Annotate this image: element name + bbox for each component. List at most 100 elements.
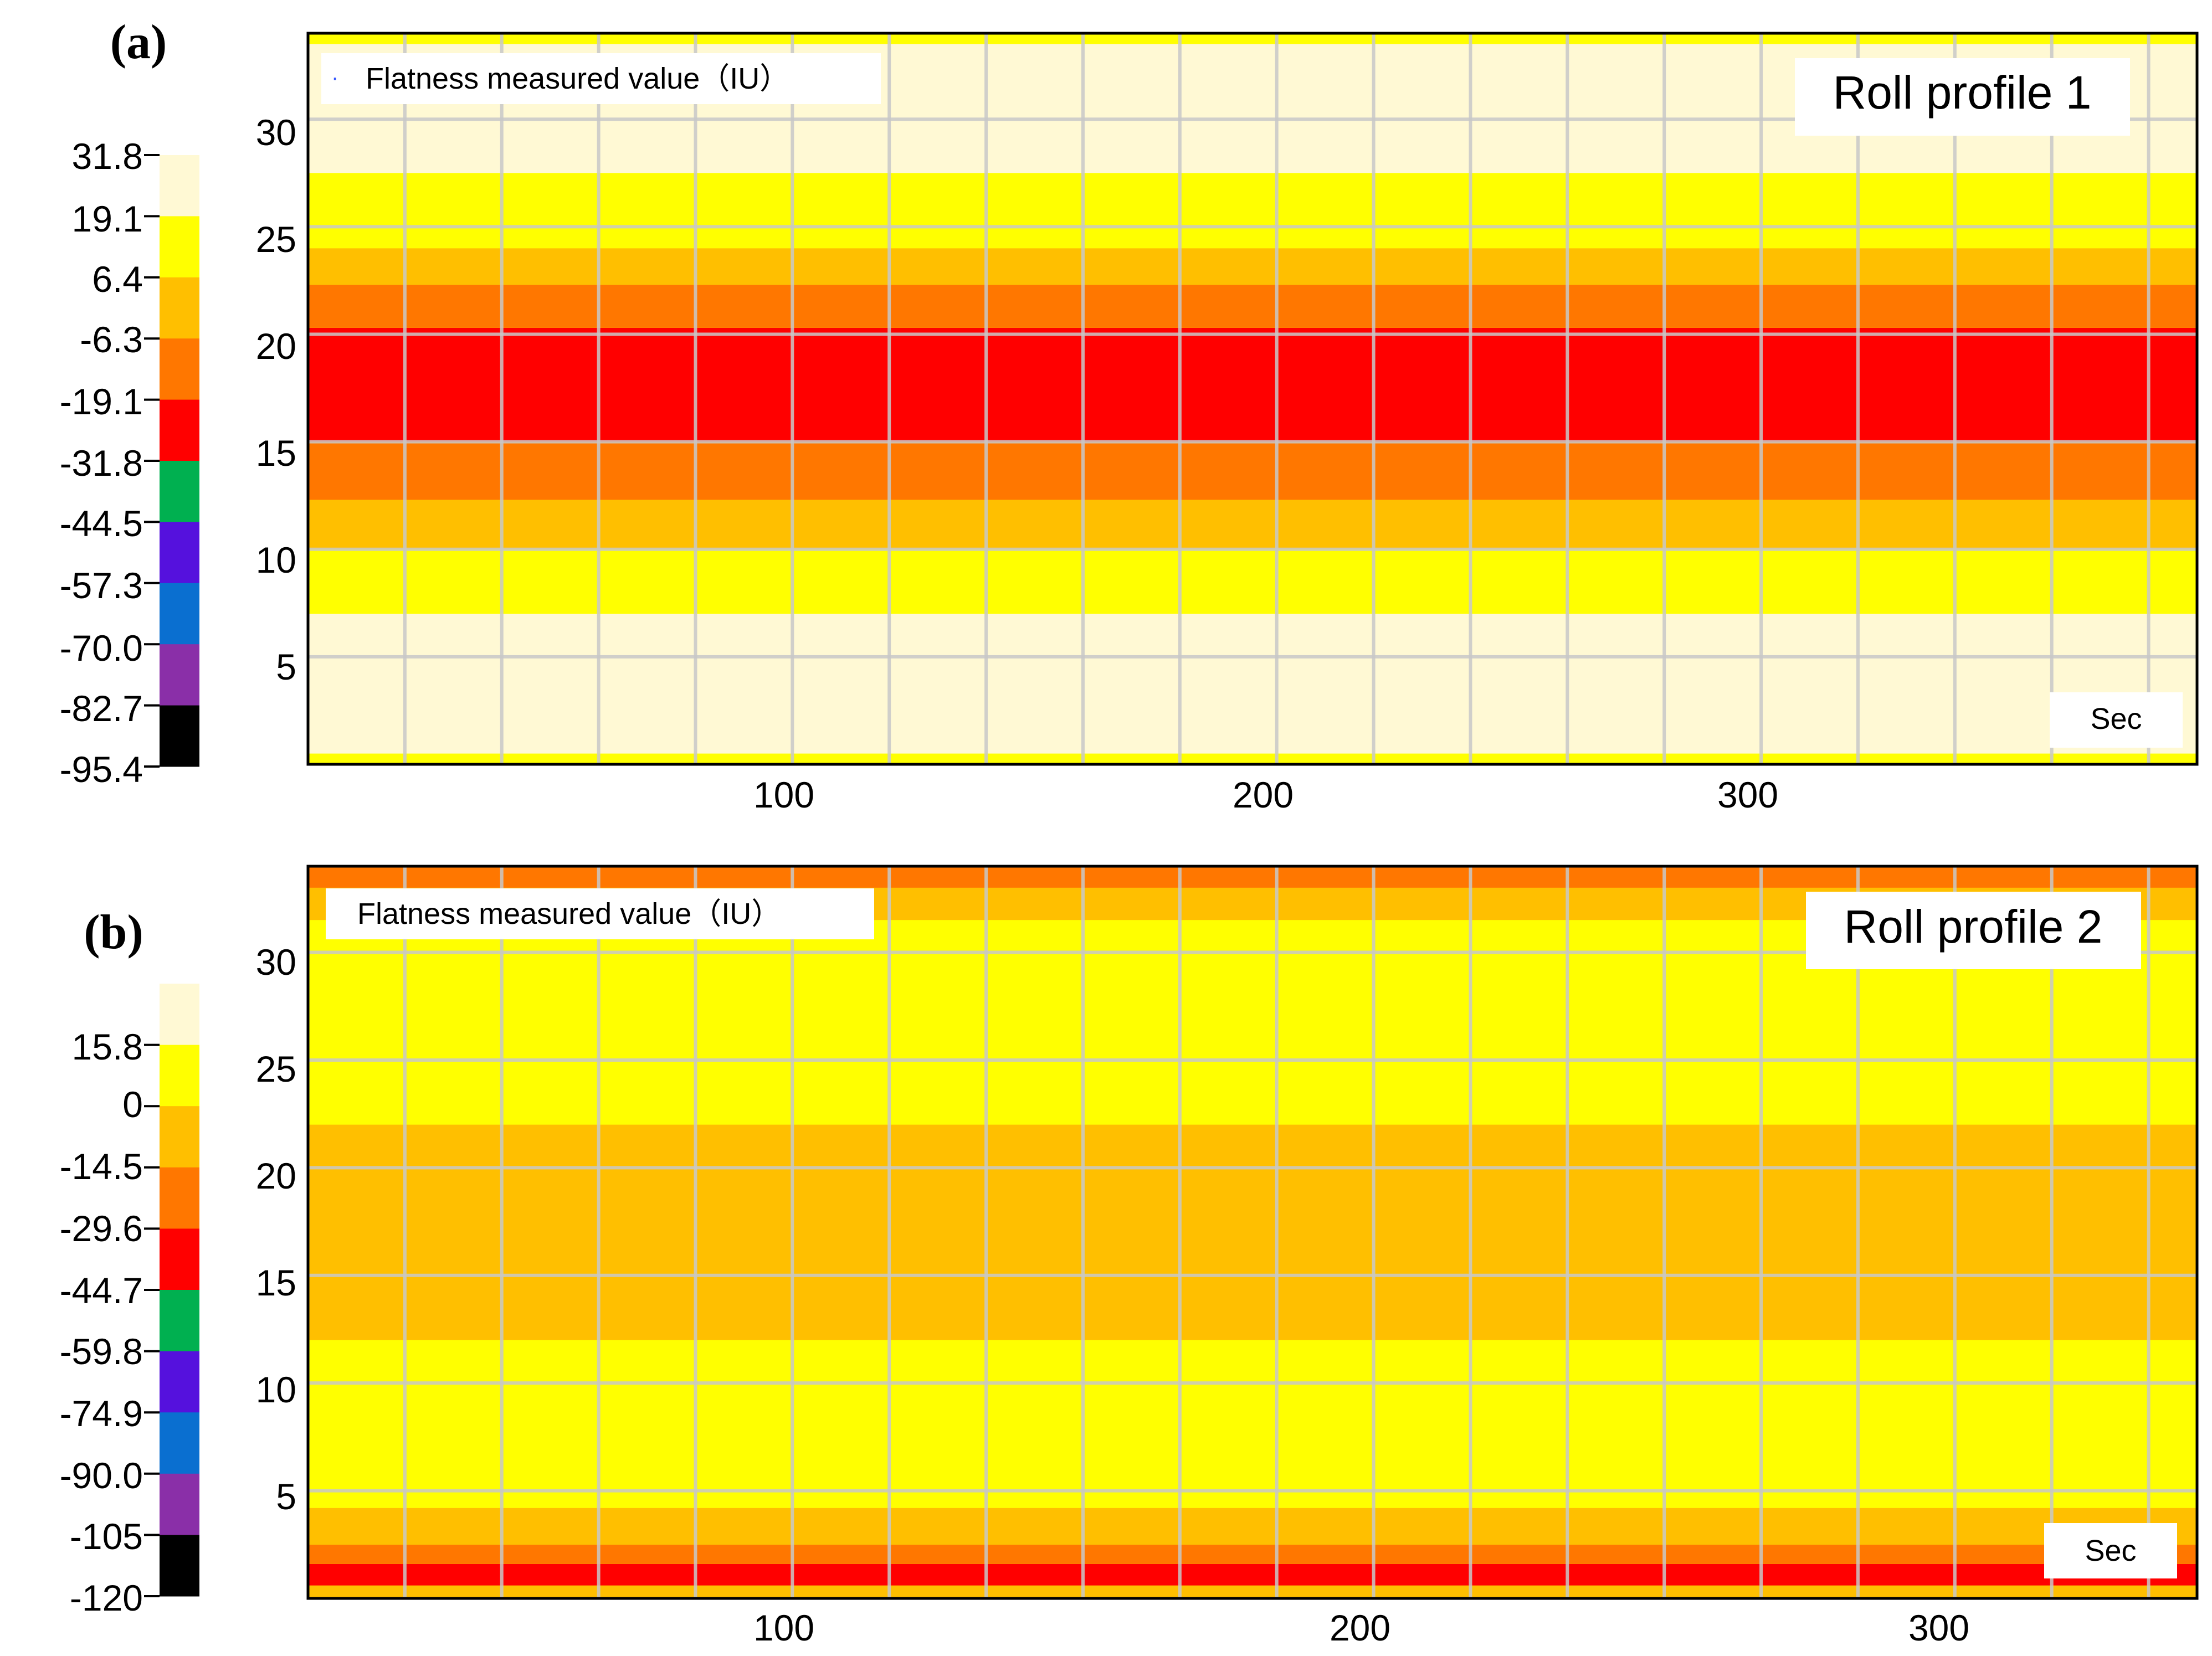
colorbar-cell (160, 338, 199, 400)
y-tick-label: 20 (256, 1155, 296, 1196)
colorbar-cell (160, 522, 199, 584)
x-unit-box (2050, 692, 2183, 748)
colorbar-label: -120 (70, 1577, 143, 1618)
colorbar-cell (160, 1045, 199, 1107)
colorbar-cell (160, 155, 199, 217)
colorbar-cell (160, 277, 199, 339)
colorbar-cell (160, 1535, 199, 1597)
chart-title: Roll profile 1 (1833, 66, 2092, 119)
colorbar-label: 15.8 (72, 1026, 143, 1067)
colorbar-cell (160, 644, 199, 706)
colorbar-label: -29.6 (60, 1208, 143, 1249)
colorbar-label: -44.5 (60, 503, 143, 544)
colorbar-label: -95.4 (60, 749, 143, 790)
heatmap-band (308, 866, 2197, 888)
heatmap-band (308, 614, 2197, 754)
heatmap-band (308, 549, 2197, 614)
plot-area-b: Flatness measured value（IU） Roll profile… (306, 865, 2199, 1600)
legend-box (326, 888, 874, 939)
title-box (1806, 892, 2141, 969)
colorbar-cell (160, 583, 199, 645)
title-box (1795, 58, 2130, 136)
heatmap-band (308, 1508, 2197, 1545)
x-tick-label: 300 (1717, 774, 1778, 815)
heatmap-band (308, 248, 2197, 285)
colorbar-label: -14.5 (60, 1146, 143, 1187)
colorbar-cell (160, 1228, 199, 1290)
heatmap-band (308, 1585, 2197, 1598)
heatmap-band (308, 1544, 2197, 1564)
y-axis-a: 30 25 20 15 10 5 (256, 112, 296, 687)
y-tick-label: 10 (256, 539, 296, 580)
colorbar-label: 19.1 (72, 198, 143, 239)
colorbar-cell (160, 984, 199, 1046)
heatmap-band (308, 753, 2197, 764)
plot-frame (306, 32, 2199, 766)
heatmap-band (308, 441, 2197, 500)
x-unit-box (2044, 1523, 2177, 1578)
colorbar-label: -105 (70, 1516, 143, 1557)
colorbar-cell (160, 1167, 199, 1229)
heatmap-band (308, 285, 2197, 328)
heatmap-band (308, 173, 2197, 249)
x-tick-label: 300 (1908, 1607, 1969, 1648)
colorbar-b: 15.8 0 -14.5 -29.6 -44.7 -59.8 -74.9 -90… (60, 984, 199, 1618)
x-tick-label: 100 (753, 774, 814, 815)
x-axis-label: Sec (2090, 702, 2142, 736)
legend-title: Flatness measured value（IU） (357, 897, 781, 930)
colorbar-cell (160, 705, 199, 767)
colorbar-label: -57.3 (60, 565, 143, 606)
heatmap-band (308, 327, 2197, 442)
colorbar-a: 31.8 19.1 6.4 -6.3 -19.1 -31.8 -44.5 -57… (60, 136, 199, 790)
colorbar-cell (160, 461, 199, 522)
colorbar-label: -6.3 (80, 319, 143, 360)
colorbar-cell (160, 1290, 199, 1352)
y-tick-label: 30 (256, 112, 296, 153)
colorbar-label: -31.8 (60, 443, 143, 484)
colorbar-label: -44.7 (60, 1270, 143, 1311)
panel-label-a: (a) (110, 16, 167, 69)
y-tick-label: 15 (256, 433, 296, 474)
panel-label-b: (b) (84, 906, 143, 959)
x-axis-a: 100 200 300 (753, 774, 1778, 815)
colorbar-label: -19.1 (60, 381, 143, 422)
y-tick-label: 5 (276, 1476, 296, 1517)
plot-frame (306, 865, 2199, 1600)
colorbar-label: -70.0 (60, 628, 143, 668)
colorbar-label: -59.8 (60, 1331, 143, 1372)
colorbar-label: -74.9 (60, 1393, 143, 1434)
colorbar-label: 0 (122, 1084, 143, 1125)
colorbar-label: -90.0 (60, 1455, 143, 1496)
colorbar-label: -82.7 (60, 688, 143, 729)
legend-marker: · (331, 65, 338, 90)
y-tick-label: 20 (256, 326, 296, 367)
y-tick-label: 15 (256, 1262, 296, 1303)
heatmap-band (308, 500, 2197, 549)
panel-b: (b) 15.8 0 -14.5 -29.6 -44.7 -59.8 -74.9… (60, 865, 2199, 1648)
heatmap-band (308, 1340, 2197, 1508)
legend-title: Flatness measured value（IU） (366, 62, 789, 95)
colorbar-cell (160, 399, 199, 461)
x-tick-label: 200 (1330, 1607, 1390, 1648)
chart-title: Roll profile 2 (1844, 901, 2103, 953)
colorbar-label: 31.8 (72, 136, 143, 177)
x-tick-label: 100 (753, 1607, 814, 1648)
y-axis-b: 30 25 20 15 10 5 (256, 942, 296, 1517)
colorbar-cell (160, 1412, 199, 1474)
y-tick-label: 30 (256, 942, 296, 983)
heatmap-band (308, 1564, 2197, 1586)
colorbar-cell (160, 1473, 199, 1535)
y-tick-label: 25 (256, 1048, 296, 1089)
colorbar-cell (160, 216, 199, 278)
panel-a: (a) 31.8 19.1 6.4 -6.3 -19.1 -31.8 -44.5… (60, 16, 2199, 815)
colorbar-label: 6.4 (92, 259, 143, 300)
heatmap-band (308, 33, 2197, 44)
y-tick-label: 5 (276, 646, 296, 687)
x-axis-label: Sec (2085, 1534, 2136, 1567)
y-tick-label: 10 (256, 1369, 296, 1410)
colorbar-cell (160, 1351, 199, 1413)
colorbar-cell (160, 1106, 199, 1168)
x-tick-label: 200 (1233, 774, 1294, 815)
legend-box (321, 53, 881, 104)
